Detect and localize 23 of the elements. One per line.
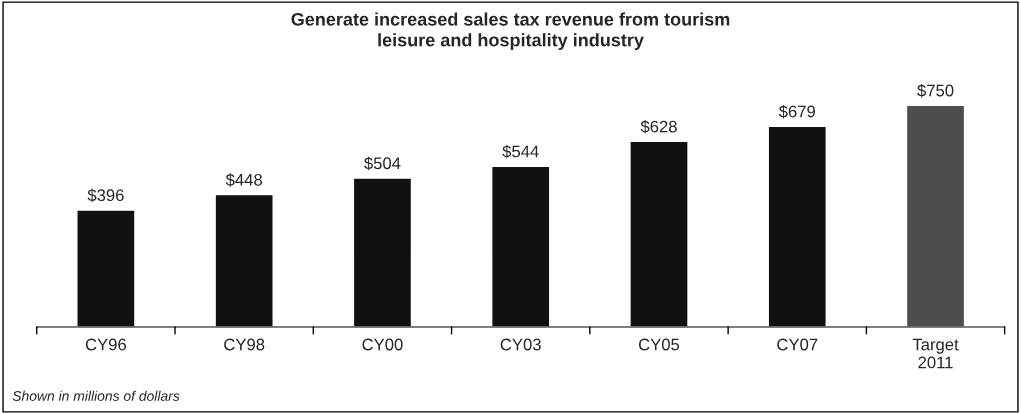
x-tick-label: CY07 xyxy=(777,338,818,351)
x-tick-label: CY03 xyxy=(500,338,541,351)
x-tick-label: CY05 xyxy=(638,338,680,351)
bar xyxy=(767,125,827,328)
x-tick-label: CY00 xyxy=(362,338,403,351)
text: Shown in millions of dollars xyxy=(12,390,180,401)
data-label: $544 xyxy=(502,144,539,159)
data-label: $679 xyxy=(778,104,816,119)
chart-title: Generate increased sales tax revenue from tourism leisure and hospitality industry xyxy=(291,12,730,51)
bar xyxy=(905,104,966,328)
bar xyxy=(214,193,274,328)
data-label: $396 xyxy=(87,188,124,203)
data-label: $448 xyxy=(225,173,262,187)
data-label: $628 xyxy=(640,120,677,134)
x-tick-label: CY98 xyxy=(224,338,265,351)
x-tick-label: CY96 xyxy=(85,338,127,351)
data-label: $504 xyxy=(364,156,401,171)
bar xyxy=(629,140,689,328)
data-label: $750 xyxy=(917,83,954,98)
bar xyxy=(352,177,413,328)
bar xyxy=(76,209,136,328)
bar xyxy=(490,165,551,328)
x-tick-label: Target 2011 xyxy=(912,338,959,369)
